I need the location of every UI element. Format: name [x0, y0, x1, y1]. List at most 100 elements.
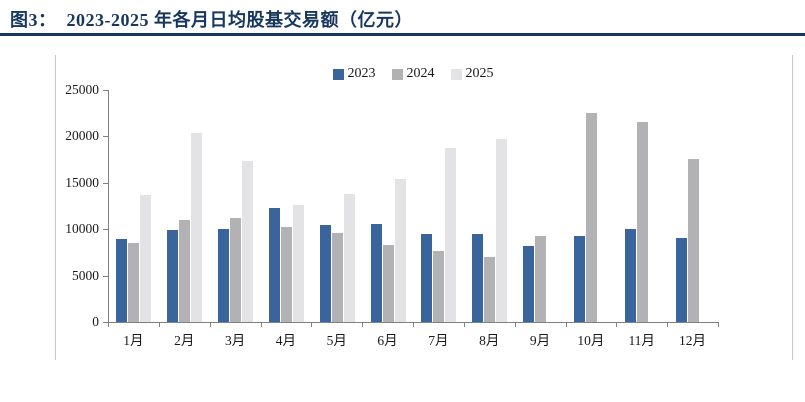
y-tick-mark-15000 [103, 183, 108, 184]
bar-2025-6月 [394, 179, 406, 322]
y-tick-label-15000: 15000 [65, 174, 99, 190]
bar-2025-2月 [191, 133, 203, 322]
x-tick-mark-5 [362, 323, 363, 327]
y-tick-mark-20000 [103, 136, 108, 137]
figure-right-border [792, 55, 793, 360]
bar-2023-9月 [523, 246, 535, 322]
bar-slot-2023-1月 [116, 90, 128, 322]
x-label-4月: 4月 [275, 333, 297, 348]
bar-2025-4月 [292, 205, 304, 322]
legend-item-2025: 2025 [450, 66, 494, 82]
bar-slot-2024-4月 [280, 90, 293, 322]
bar-2024-2月 [179, 220, 191, 322]
bar-slot-2024-12月 [687, 90, 700, 322]
x-label-7月: 7月 [428, 333, 449, 348]
bar-2023-3月 [218, 229, 230, 322]
x-tick-mark-3 [261, 323, 262, 327]
bar-slot-2025-11月 [649, 90, 661, 322]
bar-2023-1月 [116, 239, 128, 322]
x-label-12月: 12月 [679, 333, 707, 348]
bar-slot-2024-7月 [433, 90, 445, 322]
bar-slot-2024-10月 [585, 90, 598, 322]
x-label-8月: 8月 [479, 333, 500, 348]
bar-group-2月 [160, 90, 211, 322]
bar-2023-4月 [268, 208, 280, 322]
bar-slot-2025-10月 [598, 90, 610, 322]
bar-2023-11月 [624, 229, 636, 322]
x-label-11月: 11月 [628, 333, 655, 348]
bar-slot-2024-6月 [382, 90, 395, 322]
bar-slot-2024-3月 [230, 90, 242, 322]
y-tick-label-5000: 5000 [72, 267, 99, 283]
bar-group-4月 [261, 90, 312, 322]
legend-label-2025: 2025 [465, 66, 494, 81]
x-label-5月: 5月 [326, 333, 347, 348]
bar-slot-2023-12月 [675, 90, 688, 322]
bar-group-8月 [465, 90, 516, 322]
y-tick-mark-25000 [103, 90, 108, 91]
bar-group-12月 [668, 90, 719, 322]
x-tick-mark-8 [515, 323, 516, 327]
bar-group-7月 [414, 90, 465, 322]
bar-2023-2月 [167, 230, 179, 322]
title-underline-rule [0, 33, 805, 36]
y-tick-label-25000: 25000 [65, 82, 99, 97]
figure-title: 图3： 2023-2025 年各月日均股基交易额（亿元） [10, 10, 413, 30]
bar-slot-2025-2月 [191, 90, 203, 322]
bar-slot-2023-2月 [167, 90, 179, 322]
bar-group-1月 [109, 90, 160, 322]
x-label-6月: 6月 [377, 333, 398, 348]
x-label-9月: 9月 [529, 333, 551, 348]
bar-2023-10月 [573, 236, 585, 322]
bar-slot-2023-5月 [319, 90, 332, 322]
x-tick-mark-1 [159, 323, 160, 327]
bar-2025-8月 [496, 139, 508, 322]
bar-slot-2024-1月 [128, 90, 140, 322]
x-label-2月: 2月 [174, 333, 195, 348]
bar-slot-2023-9月 [523, 90, 535, 322]
bar-2025-1月 [140, 195, 152, 322]
legend-item-2023: 2023 [332, 66, 376, 82]
bar-slot-2023-10月 [573, 90, 586, 322]
bar-group-5月 [312, 90, 363, 322]
bar-2023-12月 [675, 238, 687, 322]
bar-2024-12月 [687, 159, 699, 322]
bar-slot-2023-3月 [218, 90, 230, 322]
bar-slot-2024-2月 [179, 90, 191, 322]
legend-label-2024: 2024 [406, 66, 435, 81]
bar-slot-2023-7月 [421, 90, 433, 322]
legend-swatch-2024 [391, 68, 403, 80]
bar-slot-2024-5月 [331, 90, 344, 322]
y-tick-label-10000: 10000 [65, 221, 99, 237]
bar-slot-2025-1月 [140, 90, 152, 322]
bar-group-6月 [363, 90, 414, 322]
bar-slot-2023-8月 [472, 90, 484, 322]
bar-group-9月 [516, 90, 567, 322]
bar-2023-8月 [472, 234, 484, 322]
bar-2024-5月 [331, 233, 343, 322]
bar-2024-1月 [128, 243, 140, 322]
bar-slot-2024-8月 [484, 90, 496, 322]
x-tick-mark-9 [566, 323, 567, 327]
x-label-1月: 1月 [123, 333, 144, 348]
y-axis-labels: 0 5000 10000 15000 20000 25000 [0, 83, 99, 329]
figure-left-border [55, 55, 56, 360]
bar-slot-2024-11月 [636, 90, 649, 322]
x-axis-labels: 1月 2月 3月 4月 5月 6月 7月 8月 9月 10月 11月 12月 [108, 329, 718, 349]
x-tick-mark-0 [108, 323, 109, 327]
bar-slot-2025-4月 [292, 90, 305, 322]
bar-slot-2025-7月 [445, 90, 457, 322]
bar-slot-2023-4月 [268, 90, 281, 322]
bar-2025-7月 [445, 148, 457, 322]
x-tick-mark-10 [616, 323, 617, 327]
legend-swatch-2023 [332, 68, 344, 80]
bar-group-10月 [566, 90, 617, 322]
x-tick-mark-4 [311, 323, 312, 327]
y-tick-mark-0 [103, 322, 108, 323]
bar-slot-2025-3月 [242, 90, 254, 322]
legend-swatch-2025 [450, 68, 462, 80]
y-tick-label-20000: 20000 [65, 128, 99, 144]
bar-slot-2025-8月 [496, 90, 508, 322]
legend-item-2024: 2024 [391, 66, 435, 82]
bar-2024-9月 [535, 236, 547, 322]
